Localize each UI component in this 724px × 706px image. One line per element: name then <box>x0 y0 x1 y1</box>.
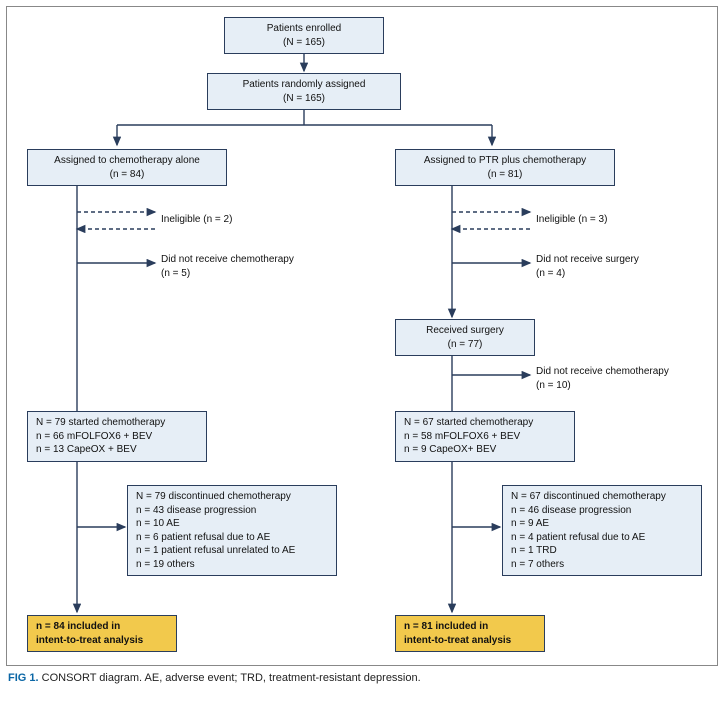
text: n = 6 patient refusal due to AE <box>136 531 328 545</box>
text: Patients randomly assigned <box>216 78 392 92</box>
text: n = 7 others <box>511 558 693 572</box>
text: n = 84 included in <box>36 620 168 634</box>
text: (n = 5) <box>161 267 294 281</box>
label-left-no-chemo: Did not receive chemotherapy (n = 5) <box>161 253 294 280</box>
node-right-final: n = 81 included in intent-to-treat analy… <box>395 615 545 652</box>
text: n = 10 AE <box>136 517 328 531</box>
text: n = 4 patient refusal due to AE <box>511 531 693 545</box>
label-right-no-chemo: Did not receive chemotherapy (n = 10) <box>536 365 669 392</box>
text: N = 67 discontinued chemotherapy <box>511 490 693 504</box>
text: Received surgery <box>404 324 526 338</box>
text: (n = 81) <box>404 168 606 182</box>
text: n = 13 CapeOX + BEV <box>36 443 198 457</box>
label-left-ineligible: Ineligible (n = 2) <box>161 213 232 227</box>
text: intent-to-treat analysis <box>36 634 168 648</box>
text: n = 46 disease progression <box>511 504 693 518</box>
text: (n = 77) <box>404 338 526 352</box>
text: n = 9 CapeOX+ BEV <box>404 443 566 457</box>
text: n = 81 included in <box>404 620 536 634</box>
text: Did not receive chemotherapy <box>536 365 669 379</box>
text: n = 43 disease progression <box>136 504 328 518</box>
text: intent-to-treat analysis <box>404 634 536 648</box>
text: N = 79 started chemotherapy <box>36 416 198 430</box>
text: (N = 165) <box>216 92 392 106</box>
caption-text: CONSORT diagram. AE, adverse event; TRD,… <box>39 672 421 684</box>
figure-caption: FIG 1. CONSORT diagram. AE, adverse even… <box>8 672 421 684</box>
text: (N = 165) <box>233 36 375 50</box>
text: (n = 4) <box>536 267 639 281</box>
node-left-started: N = 79 started chemotherapy n = 66 mFOLF… <box>27 411 207 462</box>
text: n = 58 mFOLFOX6 + BEV <box>404 430 566 444</box>
node-right-discontinued: N = 67 discontinued chemotherapy n = 46 … <box>502 485 702 576</box>
node-assigned: Patients randomly assigned (N = 165) <box>207 73 401 110</box>
node-right-started: N = 67 started chemotherapy n = 58 mFOLF… <box>395 411 575 462</box>
node-received-surgery: Received surgery (n = 77) <box>395 319 535 356</box>
label-right-ineligible: Ineligible (n = 3) <box>536 213 607 227</box>
text: n = 1 TRD <box>511 544 693 558</box>
text: Did not receive chemotherapy <box>161 253 294 267</box>
text: n = 19 others <box>136 558 328 572</box>
node-left-discontinued: N = 79 discontinued chemotherapy n = 43 … <box>127 485 337 576</box>
text: (n = 84) <box>36 168 218 182</box>
text: N = 79 discontinued chemotherapy <box>136 490 328 504</box>
text: (n = 10) <box>536 379 669 393</box>
figure-label: FIG 1. <box>8 672 39 684</box>
text: n = 9 AE <box>511 517 693 531</box>
label-right-no-surgery: Did not receive surgery (n = 4) <box>536 253 639 280</box>
text: Assigned to PTR plus chemotherapy <box>404 154 606 168</box>
text: Patients enrolled <box>233 22 375 36</box>
text: Did not receive surgery <box>536 253 639 267</box>
node-left-final: n = 84 included in intent-to-treat analy… <box>27 615 177 652</box>
text: Assigned to chemotherapy alone <box>36 154 218 168</box>
node-left-arm: Assigned to chemotherapy alone (n = 84) <box>27 149 227 186</box>
text: n = 1 patient refusal unrelated to AE <box>136 544 328 558</box>
diagram-frame: Patients enrolled (N = 165) Patients ran… <box>6 6 718 666</box>
node-enrolled: Patients enrolled (N = 165) <box>224 17 384 54</box>
node-right-arm: Assigned to PTR plus chemotherapy (n = 8… <box>395 149 615 186</box>
text: n = 66 mFOLFOX6 + BEV <box>36 430 198 444</box>
text: N = 67 started chemotherapy <box>404 416 566 430</box>
